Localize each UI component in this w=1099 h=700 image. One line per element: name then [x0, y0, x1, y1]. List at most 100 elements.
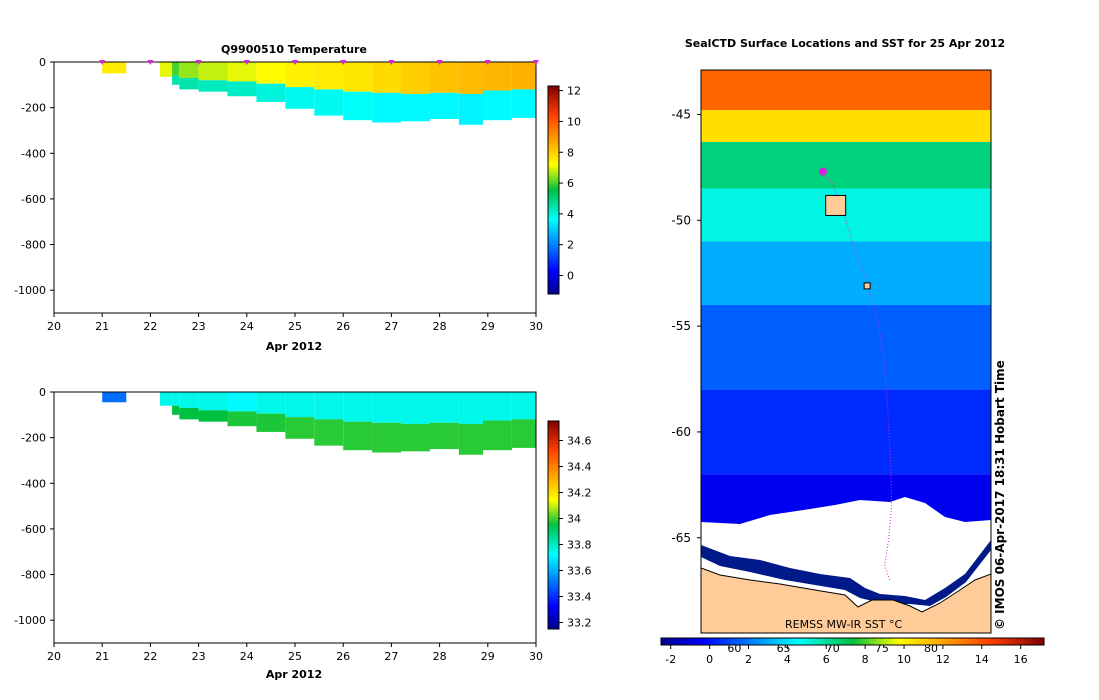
surface-marker: [533, 60, 539, 65]
surface-marker: [195, 60, 202, 65]
sst-colorbar-tick-label: 0: [706, 653, 713, 666]
sst-band: [701, 70, 991, 111]
sst-band: [701, 110, 991, 142]
temperature-colorbar: [547, 85, 560, 295]
profile-lower-cell: [401, 423, 430, 452]
profile-upper-cell: [482, 62, 512, 91]
y-tick-label: -800: [21, 239, 46, 252]
profile-upper-cell: [198, 62, 228, 81]
x-tick-label: 27: [384, 650, 398, 663]
y-tick-label: 0: [39, 386, 46, 399]
credit-text: © IMOS 06-Apr-2017 18:31 Hobart Time: [993, 360, 1007, 630]
y-tick-label: -600: [21, 193, 46, 206]
profile-lower-cell: [482, 90, 512, 121]
profile-lower-cell: [314, 89, 344, 116]
colorbar-tick-label: 0: [567, 270, 574, 283]
seal-start-point: [818, 167, 827, 176]
lat-tick-label: -65: [671, 531, 691, 545]
temperature-y-axis: 0 -200 -400 -600 -800 -1000: [14, 56, 54, 297]
profile-lower-cell: [511, 89, 536, 118]
profile-upper-cell: [227, 392, 257, 412]
surface-marker: [243, 60, 250, 65]
profile-upper-cell: [343, 62, 373, 92]
profile-upper-cell: [429, 62, 459, 93]
x-tick-label: 20: [47, 650, 61, 663]
profile-lower-cell: [227, 411, 257, 427]
x-tick-label: 28: [433, 650, 447, 663]
profile-upper-cell: [401, 62, 430, 94]
profile-lower-cell: [458, 423, 483, 455]
colorbar-tick-label: 33.4: [567, 591, 592, 604]
sst-colorbar: [660, 637, 1045, 646]
sst-colorbar-tick-label: 10: [897, 653, 911, 666]
colorbar-tick-label: 6: [567, 177, 574, 190]
colorbar-tick-label: 33.8: [567, 539, 592, 552]
salinity-x-label: Apr 2012: [266, 668, 322, 681]
profile-upper-cell: [256, 62, 286, 84]
colorbar-tick-label: 4: [567, 208, 574, 221]
x-tick-label: 23: [192, 320, 206, 333]
colorbar-tick-label: 33.6: [567, 565, 592, 578]
sst-colorbar-tick-label: 8: [862, 653, 869, 666]
profile-lower-cell: [343, 91, 373, 121]
island-marker: [863, 282, 871, 290]
profile-lower-cell: [482, 420, 512, 451]
colorbar-tick-label: 34.4: [567, 461, 592, 474]
colorbar-tick-label: 33.2: [567, 617, 592, 630]
surface-marker: [388, 60, 395, 65]
surface-marker: [292, 60, 298, 65]
profile-upper-cell: [511, 62, 536, 90]
sst-band: [701, 389, 991, 475]
temperature-x-label: Apr 2012: [266, 340, 322, 353]
profile-lower-cell: [256, 83, 286, 102]
profile-lower-cell: [372, 422, 402, 453]
x-tick-label: 22: [143, 320, 157, 333]
sst-colorbar-tick-label: 12: [936, 653, 950, 666]
profile-lower-cell: [172, 75, 180, 85]
profile-upper-cell: [285, 392, 315, 418]
map-latitude-axis: -45 -50 -55 -60 -65: [671, 107, 701, 545]
profile-lower-cell: [198, 80, 228, 92]
x-tick-label: 28: [433, 320, 447, 333]
temperature-panel: Q9900510 Temperature 20 21 22 23 24 25 26 27 28 2…: [14, 43, 581, 353]
sst-band: [701, 241, 991, 305]
y-tick-label: -400: [21, 477, 46, 490]
profile-upper-cell: [179, 392, 199, 408]
colorbar-tick-label: 34.2: [567, 487, 592, 500]
salinity-x-axis: 20 21 22 23 24 25 26 27 28 29 30: [47, 643, 543, 663]
y-tick-label: -200: [21, 432, 46, 445]
island-markers: [825, 194, 871, 290]
colorbar-tick-label: 34: [567, 513, 581, 526]
colorbar-tick-label: 8: [567, 146, 574, 159]
y-tick-label: -600: [21, 523, 46, 536]
sst-colorbar-tick-label: 4: [784, 653, 791, 666]
x-tick-label: 26: [336, 320, 350, 333]
profile-lower-cell: [372, 92, 402, 123]
profile-upper-cell: [458, 392, 483, 424]
surface-marker: [147, 60, 154, 65]
profile-upper-cell: [429, 392, 459, 423]
x-tick-label: 27: [384, 320, 398, 333]
temperature-x-axis: 20 21 22 23 24 25 26 27 28 29 30: [47, 313, 543, 333]
sst-band: [701, 304, 991, 390]
profile-cell: [160, 62, 173, 77]
colorbar-tick-label: 2: [567, 239, 574, 252]
profile-upper-cell: [372, 392, 402, 423]
surface-marker: [436, 60, 443, 65]
profile-lower-cell: [429, 422, 459, 450]
profile-cell: [102, 62, 127, 74]
sst-colorbar-ticks: -2 0 2 4 6 8 10 12 14 16: [665, 645, 1028, 666]
colorbar-tick-label: 12: [567, 85, 581, 98]
profile-upper-cell: [314, 392, 344, 420]
y-tick-label: 0: [39, 56, 46, 69]
y-tick-label: -400: [21, 147, 46, 160]
x-tick-label: 24: [240, 650, 254, 663]
profile-lower-cell: [179, 77, 199, 90]
lat-tick-label: -55: [671, 319, 691, 333]
profile-lower-cell: [179, 407, 199, 420]
surface-markers: [99, 60, 539, 65]
x-tick-label: 21: [95, 650, 109, 663]
profile-upper-cell: [482, 392, 512, 421]
profile-lower-cell: [256, 413, 286, 432]
